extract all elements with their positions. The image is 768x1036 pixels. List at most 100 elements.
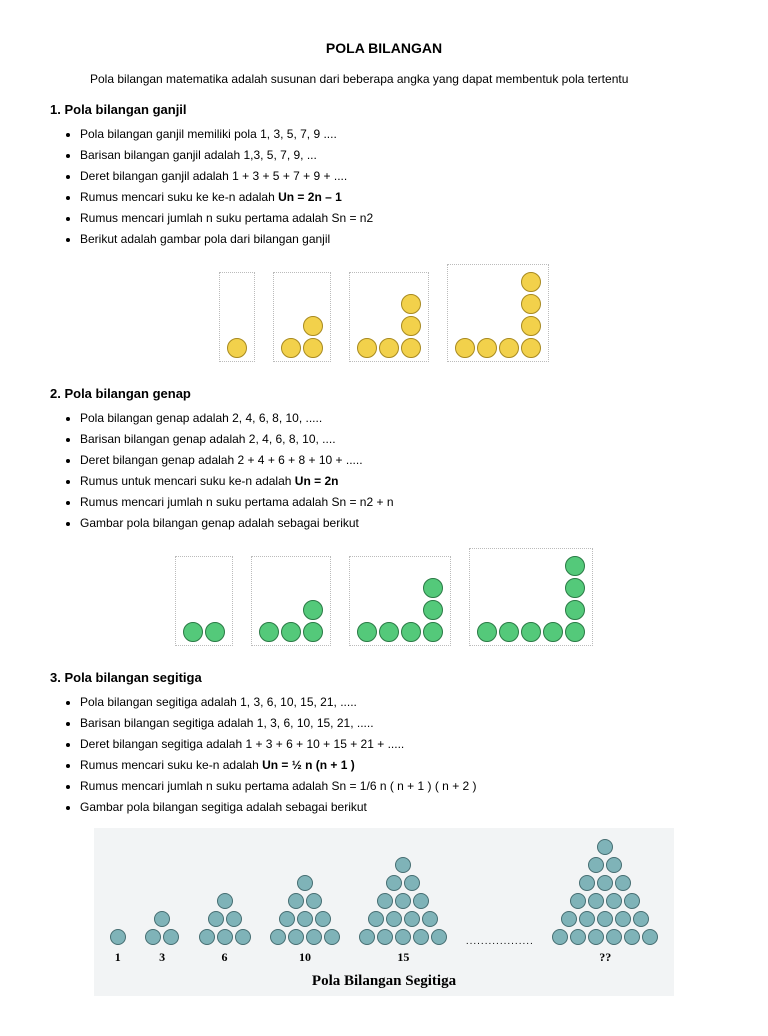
list-item: Berikut adalah gambar pola dari bilangan… <box>80 230 718 248</box>
pattern-dot <box>395 929 411 945</box>
pattern-dot <box>597 911 613 927</box>
pattern-dot <box>404 911 420 927</box>
pattern-dot <box>235 929 251 945</box>
pattern-dot <box>401 294 421 314</box>
pattern-dot <box>386 911 402 927</box>
pattern-dot <box>521 272 541 292</box>
pattern-dot <box>499 622 519 642</box>
pattern-dot <box>288 929 304 945</box>
pattern-dot <box>205 622 225 642</box>
section-heading: 3. Pola bilangan segitiga <box>50 670 718 685</box>
pattern-dot <box>521 294 541 314</box>
bullet-list: Pola bilangan genap adalah 2, 4, 6, 8, 1… <box>80 409 718 532</box>
page-title: POLA BILANGAN <box>50 40 718 56</box>
triangle-label: ?? <box>599 950 611 965</box>
list-item: Pola bilangan genap adalah 2, 4, 6, 8, 1… <box>80 409 718 427</box>
pattern-diagram <box>50 264 718 362</box>
pattern-dot <box>217 929 233 945</box>
pattern-dot <box>183 622 203 642</box>
pattern-dot <box>499 338 519 358</box>
list-item: Deret bilangan genap adalah 2 + 4 + 6 + … <box>80 451 718 469</box>
bullet-list: Pola bilangan ganjil memiliki pola 1, 3,… <box>80 125 718 248</box>
section-heading: 1. Pola bilangan ganjil <box>50 102 718 117</box>
triangle-label: 6 <box>222 950 228 965</box>
pattern-dot <box>521 338 541 358</box>
pattern-dot <box>401 338 421 358</box>
pattern-dot <box>306 893 322 909</box>
pattern-dot <box>423 622 443 642</box>
pattern-dot <box>386 875 402 891</box>
pattern-dot <box>521 622 541 642</box>
pattern-dot <box>642 929 658 945</box>
pattern-dot <box>270 929 286 945</box>
pattern-dot <box>227 338 247 358</box>
pattern-dot <box>279 911 295 927</box>
pattern-diagram <box>50 548 718 646</box>
pattern-dot <box>395 893 411 909</box>
list-item: Rumus mencari jumlah n suku pertama adal… <box>80 209 718 227</box>
pattern-dot <box>477 622 497 642</box>
list-item: Pola bilangan segitiga adalah 1, 3, 6, 1… <box>80 693 718 711</box>
list-item: Gambar pola bilangan segitiga adalah seb… <box>80 798 718 816</box>
pattern-dot <box>423 600 443 620</box>
pattern-dot <box>379 622 399 642</box>
pattern-dot <box>615 875 631 891</box>
pattern-dot <box>570 929 586 945</box>
pattern-dot <box>377 893 393 909</box>
pattern-dot <box>455 338 475 358</box>
pattern-dot <box>163 929 179 945</box>
list-item: Rumus mencari suku ke ke-n adalah Un = 2… <box>80 188 718 206</box>
pattern-dot <box>110 929 126 945</box>
pattern-dot <box>217 893 233 909</box>
pattern-dot <box>561 911 577 927</box>
pattern-dot <box>565 600 585 620</box>
triangle-diagram: 1361015..................??Pola Bilangan… <box>94 828 674 996</box>
pattern-dot <box>597 839 613 855</box>
triangle-label: 10 <box>299 950 311 965</box>
pattern-dot <box>624 929 640 945</box>
pattern-dot <box>606 893 622 909</box>
list-item: Rumus mencari jumlah n suku pertama adal… <box>80 777 718 795</box>
pattern-dot <box>579 911 595 927</box>
pattern-dot <box>413 893 429 909</box>
triangle-caption: Pola Bilangan Segitiga <box>104 973 664 990</box>
pattern-dot <box>297 911 313 927</box>
pattern-dot <box>588 893 604 909</box>
pattern-dot <box>565 622 585 642</box>
pattern-dot <box>357 622 377 642</box>
list-item: Rumus untuk mencari suku ke-n adalah Un … <box>80 472 718 490</box>
pattern-dot <box>565 556 585 576</box>
pattern-dot <box>368 911 384 927</box>
pattern-dot <box>357 338 377 358</box>
pattern-dot <box>281 338 301 358</box>
pattern-dot <box>306 929 322 945</box>
pattern-dot <box>552 929 568 945</box>
list-item: Deret bilangan ganjil adalah 1 + 3 + 5 +… <box>80 167 718 185</box>
triangle-label: 15 <box>397 950 409 965</box>
list-item: Gambar pola bilangan genap adalah sebaga… <box>80 514 718 532</box>
pattern-dot <box>303 316 323 336</box>
pattern-dot <box>395 857 411 873</box>
pattern-dot <box>477 338 497 358</box>
pattern-dot <box>281 622 301 642</box>
list-item: Barisan bilangan segitiga adalah 1, 3, 6… <box>80 714 718 732</box>
pattern-dot <box>404 875 420 891</box>
pattern-dot <box>199 929 215 945</box>
list-item: Pola bilangan ganjil memiliki pola 1, 3,… <box>80 125 718 143</box>
pattern-dot <box>377 929 393 945</box>
pattern-dot <box>145 929 161 945</box>
pattern-dot <box>597 875 613 891</box>
pattern-dot <box>606 857 622 873</box>
bullet-list: Pola bilangan segitiga adalah 1, 3, 6, 1… <box>80 693 718 816</box>
list-item: Deret bilangan segitiga adalah 1 + 3 + 6… <box>80 735 718 753</box>
list-item: Rumus mencari suku ke-n adalah Un = ½ n … <box>80 756 718 774</box>
pattern-dot <box>226 911 242 927</box>
intro-text: Pola bilangan matematika adalah susunan … <box>50 70 718 88</box>
pattern-dot <box>315 911 331 927</box>
ellipsis: .................. <box>466 936 534 965</box>
pattern-dot <box>379 338 399 358</box>
pattern-dot <box>303 600 323 620</box>
pattern-dot <box>359 929 375 945</box>
pattern-dot <box>543 622 563 642</box>
pattern-dot <box>624 893 640 909</box>
